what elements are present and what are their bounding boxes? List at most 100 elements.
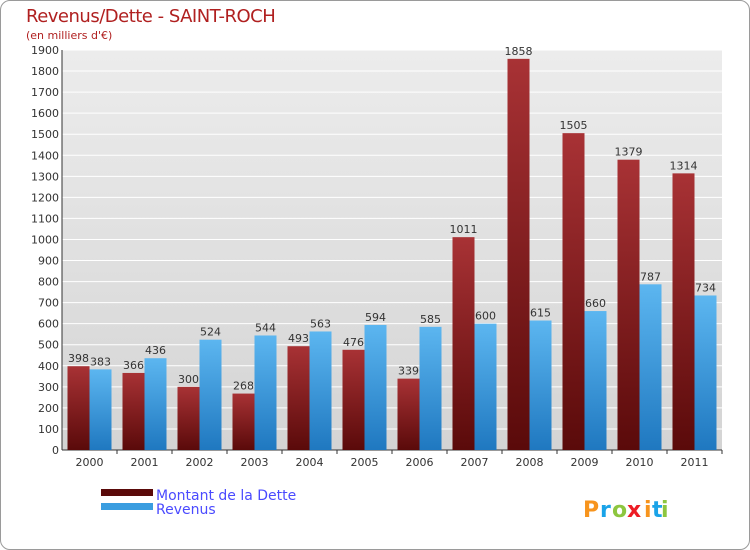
value-label: 268: [233, 380, 254, 393]
bar-dette: [617, 159, 640, 450]
legend-swatch-revenus: [101, 503, 153, 510]
bar-revenus: [89, 369, 112, 450]
logo-letter: i: [661, 498, 669, 523]
bar-revenus: [474, 323, 497, 450]
value-label: 563: [310, 317, 331, 330]
bar-revenus: [144, 358, 167, 450]
bar-revenus: [694, 295, 717, 450]
y-tick-label: 500: [38, 339, 59, 352]
value-label: 300: [178, 373, 199, 386]
value-label: 544: [255, 321, 276, 334]
y-tick-label: 800: [38, 276, 59, 289]
y-tick-label: 1600: [31, 107, 59, 120]
x-tick-label: 2006: [406, 456, 434, 469]
bars: [67, 58, 717, 451]
x-tick-label: 2009: [571, 456, 599, 469]
bar-dette: [232, 393, 255, 450]
legend-label-debt: Montant de la Dette: [156, 488, 296, 504]
x-axis-ticks: 2000 2001 2002 2003 2004 2005 2006 2007 2008 2009…: [76, 450, 723, 469]
bar-revenus: [639, 284, 662, 450]
logo-letter: t: [652, 498, 663, 523]
y-tick-label: 1800: [31, 65, 59, 78]
y-tick-label: 1700: [31, 86, 59, 99]
y-tick-label: 900: [38, 255, 59, 268]
value-label: 660: [585, 297, 606, 310]
value-label: 600: [475, 310, 496, 323]
value-label: 1505: [560, 119, 588, 132]
value-label: 615: [530, 307, 551, 320]
logo-letter: i: [644, 498, 652, 523]
bar-dette: [122, 372, 145, 450]
bar-revenus: [364, 324, 387, 450]
y-axis-ticks: 0 100 200 300 400 500 600 700 800 900 1000 1100 1200…: [31, 44, 59, 457]
bar-dette: [562, 133, 585, 450]
value-label: 339: [398, 365, 419, 378]
value-label: 476: [343, 336, 364, 349]
y-tick-label: 1400: [31, 149, 59, 162]
value-label: 436: [145, 344, 166, 357]
y-tick-label: 400: [38, 360, 59, 373]
legend-swatch-debt: [101, 489, 153, 496]
x-tick-label: 2004: [296, 456, 324, 469]
y-tick-label: 1900: [31, 44, 59, 57]
y-tick-label: 0: [52, 444, 59, 457]
value-label: 398: [68, 352, 89, 365]
value-label: 1379: [615, 146, 643, 159]
x-tick-label: 2005: [351, 456, 379, 469]
x-tick-label: 2011: [681, 456, 709, 469]
value-label: 1858: [505, 45, 533, 58]
value-label: 594: [365, 311, 386, 324]
y-tick-label: 1000: [31, 233, 59, 246]
x-tick-label: 2000: [76, 456, 104, 469]
legend-label-revenus: Revenus: [156, 502, 216, 518]
bar-revenus: [419, 326, 442, 450]
logo-letter: o: [612, 498, 627, 523]
y-tick-label: 1200: [31, 191, 59, 204]
logo-letter: x: [627, 498, 641, 523]
bar-revenus: [199, 339, 222, 450]
bar-dette: [452, 237, 475, 450]
bar-dette: [397, 378, 420, 450]
chart-title: Revenus/Dette - SAINT-ROCH: [26, 6, 275, 27]
value-label: 734: [695, 281, 716, 294]
x-tick-label: 2010: [626, 456, 654, 469]
y-tick-label: 600: [38, 318, 59, 331]
value-label: 1011: [450, 223, 478, 236]
bar-revenus: [254, 335, 277, 450]
value-label: 1314: [670, 159, 698, 172]
value-label: 383: [90, 355, 111, 368]
y-tick-label: 200: [38, 402, 59, 415]
x-tick-label: 2003: [241, 456, 269, 469]
y-tick-label: 100: [38, 423, 59, 436]
legend: Montant de la Dette Revenus: [101, 488, 296, 518]
logo-letter: r: [600, 498, 611, 523]
x-tick-label: 2002: [186, 456, 214, 469]
x-tick-label: 2007: [461, 456, 489, 469]
value-label: 366: [123, 359, 144, 372]
y-tick-label: 300: [38, 381, 59, 394]
bar-dette: [342, 349, 365, 450]
value-label: 787: [640, 270, 661, 283]
bar-revenus: [584, 311, 607, 450]
plot-background: [62, 50, 722, 450]
bar-dette: [177, 386, 200, 450]
x-tick-label: 2008: [516, 456, 544, 469]
y-tick-label: 1100: [31, 212, 59, 225]
y-tick-label: 700: [38, 297, 59, 310]
bar-dette: [507, 58, 530, 451]
value-label: 585: [420, 313, 441, 326]
y-tick-label: 1300: [31, 170, 59, 183]
bar-dette: [672, 173, 695, 451]
value-label: 524: [200, 326, 221, 339]
chart-subtitle: (en milliers d'€): [26, 29, 112, 42]
logo-letter: P: [583, 498, 599, 523]
bar-revenus: [309, 331, 332, 450]
bar-dette: [67, 366, 90, 450]
bar-dette: [287, 346, 310, 450]
x-tick-label: 2001: [131, 456, 159, 469]
value-label: 493: [288, 332, 309, 345]
bar-revenus: [529, 320, 552, 450]
